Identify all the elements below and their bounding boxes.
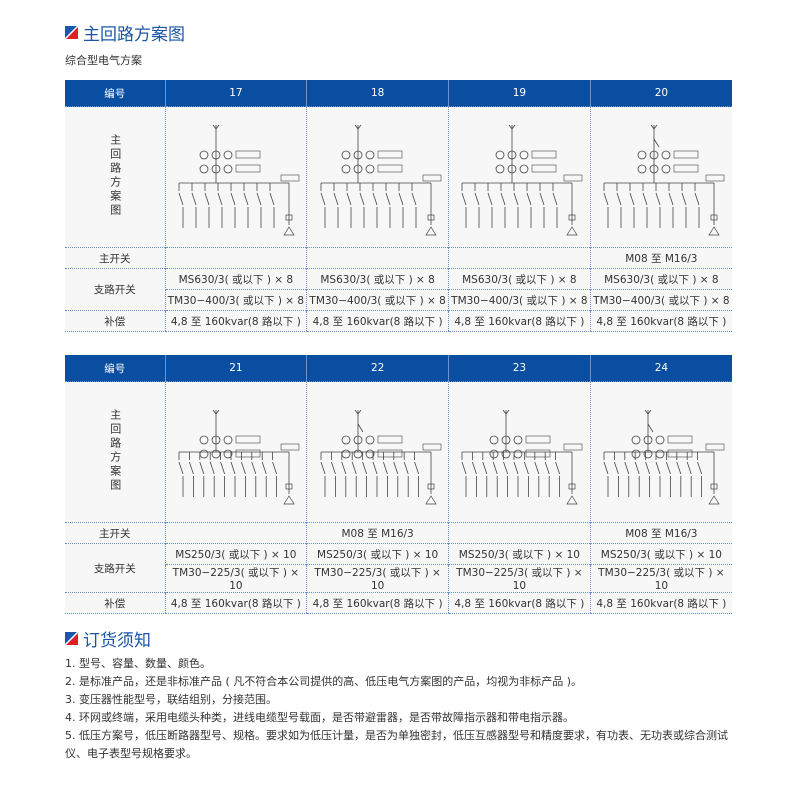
- scheme-number: 19: [448, 80, 591, 107]
- branch-switch-row: 支路开关 MS250/3( 或以下 ) × 10 MS250/3( 或以下 ) × …: [65, 543, 732, 593]
- note-item: 1. 型号、容量、数量、颜色。: [65, 657, 211, 670]
- branch-ms-cell: MS630/3( 或以下 ) × 8: [306, 268, 449, 290]
- compensation-cell: 4,8 至 160kvar(8 路以下 ): [448, 310, 591, 332]
- branch-tm-cell: TM30−400/3( 或以下 ) × 8: [448, 289, 591, 311]
- branch-ms-cell: MS630/3( 或以下 ) × 8: [589, 268, 732, 290]
- branch-ms-cell: MS250/3( 或以下 ) × 10: [589, 543, 732, 565]
- main-switch-cell: [448, 522, 591, 544]
- scheme-number: 21: [164, 355, 307, 382]
- scheme-number: 17: [164, 80, 307, 107]
- row-label-branch-switch: 支路开关: [65, 543, 165, 593]
- circuit-schematic: [320, 124, 441, 236]
- circuit-schematic: [178, 124, 300, 236]
- circuit-diagram-cell: [448, 381, 591, 523]
- main-switch-cell: [306, 247, 449, 269]
- main-switch-row: 主开关 M08 至 M16/3 M08 至 M16/3: [65, 522, 732, 544]
- circuit-diagram-cell: [306, 106, 449, 248]
- section-title-text: 订货须知: [83, 631, 151, 651]
- ordering-notes: 1. 型号、容量、数量、颜色。 2. 是标准产品，还是非标准产品 ( 凡不符合本…: [65, 655, 735, 763]
- row-label-diagram: 主回路方案图: [108, 133, 122, 218]
- scheme-number: 23: [448, 355, 591, 382]
- main-switch-cell: [164, 247, 307, 269]
- compensation-row: 补偿 4,8 至 160kvar(8 路以下 ) 4,8 至 160kvar(8 路…: [65, 310, 732, 332]
- row-label-main-switch: 主开关: [65, 522, 165, 544]
- scheme-table-2: 编号 21 22 23 24 主回路方案图主开关 M08 至 M16/3 M08 至 M16/…: [65, 355, 732, 614]
- note-item: 3. 变压器性能型号，联结组别，分接范围。: [65, 693, 277, 706]
- branch-ms-cell: MS250/3( 或以下 ) × 10: [306, 543, 449, 565]
- scheme-number: 20: [589, 80, 732, 107]
- note-item: 2. 是标准产品，还是非标准产品 ( 凡不符合本公司提供的高、低压电气方案图的产…: [65, 675, 583, 688]
- diagram-row: 主回路方案图: [65, 381, 732, 523]
- scheme-number: 22: [306, 355, 449, 382]
- compensation-cell: 4,8 至 160kvar(8 路以下 ): [306, 310, 449, 332]
- branch-ms-cell: MS250/3( 或以下 ) × 10: [448, 543, 591, 565]
- compensation-row: 补偿 4,8 至 160kvar(8 路以下 ) 4,8 至 160kvar(8 路…: [65, 592, 732, 614]
- main-switch-cell: [164, 522, 307, 544]
- diagram-row: 主回路方案图: [65, 106, 732, 248]
- scheme-number: 24: [589, 355, 732, 382]
- row-label-compensation: 补偿: [65, 310, 165, 332]
- main-switch-cell: M08 至 M16/3: [306, 522, 449, 544]
- main-switch-row: 主开关 M08 至 M16/3: [65, 247, 732, 269]
- compensation-cell: 4,8 至 160kvar(8 路以下 ): [164, 310, 307, 332]
- branch-switch-row-2: TM30−400/3( 或以下 ) × 8 TM30−400/3( 或以下 ) ×…: [65, 289, 732, 311]
- branch-tm-cell: TM30−225/3( 或以下 ) × 10: [164, 564, 307, 593]
- compensation-cell: 4,8 至 160kvar(8 路以下 ): [306, 592, 449, 614]
- header-label: 编号: [65, 80, 165, 107]
- section-main-circuit-title: 主回路方案图: [65, 20, 185, 45]
- circuit-diagram-cell: [589, 106, 732, 248]
- circuit-schematic: [320, 409, 441, 505]
- branch-tm-cell: TM30−400/3( 或以下 ) × 8: [589, 289, 732, 311]
- note-item: 4. 环网或终端，采用电缆头种类，进线电缆型号载面，是否带避雷器，是否带故障指示…: [65, 711, 574, 724]
- compensation-cell: 4,8 至 160kvar(8 路以下 ): [448, 592, 591, 614]
- circuit-schematic: [461, 124, 583, 236]
- section-ordering-title: 订货须知: [65, 626, 151, 651]
- circuit-diagram-cell: [448, 106, 591, 248]
- main-switch-cell: [448, 247, 591, 269]
- row-label-compensation: 补偿: [65, 592, 165, 614]
- header-label: 编号: [65, 355, 165, 382]
- circuit-diagram-cell: [164, 381, 307, 523]
- circuit-diagram-cell: [164, 106, 307, 248]
- row-label-main-switch: 主开关: [65, 247, 165, 269]
- branch-switch-row-2: TM30−225/3( 或以下 ) × 10 TM30−225/3( 或以下 ) …: [65, 564, 732, 593]
- branch-tm-cell: TM30−225/3( 或以下 ) × 10: [448, 564, 591, 593]
- branch-ms-cell: MS630/3( 或以下 ) × 8: [164, 268, 307, 290]
- main-switch-cell: M08 至 M16/3: [589, 522, 732, 544]
- section-title-text: 主回路方案图: [83, 25, 185, 45]
- compensation-cell: 4,8 至 160kvar(8 路以下 ): [589, 310, 732, 332]
- circuit-schematic: [178, 409, 300, 505]
- circuit-schematic: [603, 409, 725, 505]
- note-item: 5. 低压方案号，低压断路器型号、规格。要求如为低压计量，是否为单独密封，低压互…: [65, 729, 728, 760]
- branch-tm-cell: TM30−400/3( 或以下 ) × 8: [306, 289, 449, 311]
- circuit-schematic: [603, 124, 725, 236]
- branch-ms-cell: MS250/3( 或以下 ) × 10: [164, 543, 307, 565]
- circuit-diagram-cell: [306, 381, 449, 523]
- circuit-schematic: [461, 409, 583, 505]
- branch-switch-row: 支路开关 MS630/3( 或以下 ) × 8 MS630/3( 或以下 ) × 8…: [65, 268, 732, 311]
- scheme-table-1: 编号 17 18 19 20 主回路方案图 主开关 M08 至 M16/3 支路开关 MS630/…: [65, 80, 732, 332]
- brand-logo-icon: [65, 632, 78, 645]
- section-subtitle: 综合型电气方案: [65, 54, 142, 67]
- header-row: 编号 17 18 19 20: [65, 80, 732, 107]
- circuit-diagram-cell: [589, 381, 732, 523]
- branch-tm-cell: TM30−225/3( 或以下 ) × 10: [306, 564, 449, 593]
- compensation-cell: 4,8 至 160kvar(8 路以下 ): [589, 592, 732, 614]
- scheme-number: 18: [306, 80, 449, 107]
- branch-ms-cell: MS630/3( 或以下 ) × 8: [448, 268, 591, 290]
- row-label-branch-switch: 支路开关: [65, 268, 165, 311]
- header-row: 编号 21 22 23 24: [65, 355, 732, 382]
- row-label-diagram: 主回路方案图: [108, 408, 122, 493]
- branch-tm-cell: TM30−225/3( 或以下 ) × 10: [589, 564, 732, 593]
- compensation-cell: 4,8 至 160kvar(8 路以下 ): [164, 592, 307, 614]
- branch-tm-cell: TM30−400/3( 或以下 ) × 8: [164, 289, 307, 311]
- main-switch-cell: M08 至 M16/3: [589, 247, 732, 269]
- brand-logo-icon: [65, 26, 78, 39]
